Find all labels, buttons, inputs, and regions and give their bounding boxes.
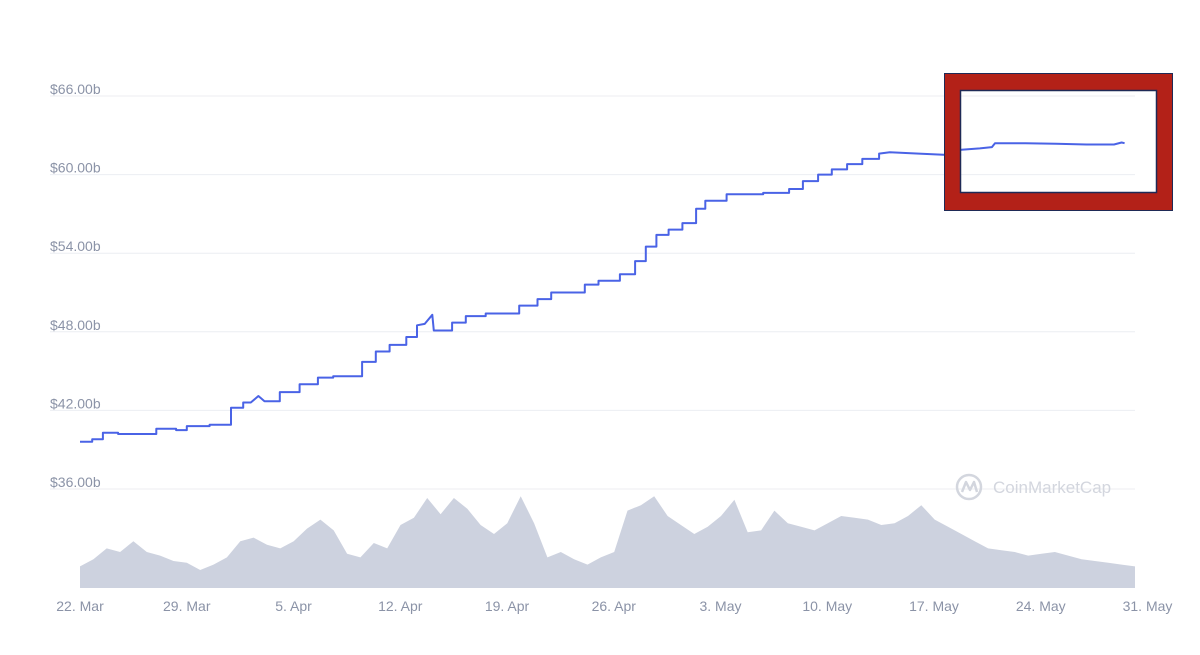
series-lines [80, 141, 1125, 443]
y-tick-label: $54.00b [50, 238, 101, 254]
volume-area [80, 496, 1135, 588]
y-axis-ticks: $36.00b $42.00b $48.00b $54.00b $60.00b $66.0… [50, 81, 101, 490]
x-tick-label: 5. Apr [275, 598, 312, 614]
x-tick-label: 22. Mar [56, 598, 104, 614]
highlight-frame [944, 73, 1173, 211]
watermark-text: CoinMarketCap [993, 478, 1111, 497]
x-tick-label: 17. May [909, 598, 959, 614]
x-tick-label: 26. Apr [592, 598, 637, 614]
highlight-inner-border [959, 89, 1158, 194]
volume-area-path [80, 496, 1135, 588]
coinmarketcap-logo-icon [955, 473, 983, 501]
x-tick-label: 10. May [802, 598, 852, 614]
highlight-outer-border [944, 73, 1173, 211]
y-tick-label: $36.00b [50, 474, 101, 490]
x-axis-ticks: 22. Mar 29. Mar 5. Apr 12. Apr 19. Apr 26. Ap… [56, 598, 1173, 614]
y-tick-label: $48.00b [50, 317, 101, 333]
x-tick-label: 3. May [699, 598, 741, 614]
x-tick-label: 12. Apr [378, 598, 423, 614]
x-tick-label: 24. May [1016, 598, 1066, 614]
x-tick-label: 29. Mar [163, 598, 211, 614]
y-tick-label: $42.00b [50, 395, 101, 411]
series-line [80, 141, 1125, 443]
x-tick-label: 31. May [1123, 598, 1173, 614]
y-tick-label: $60.00b [50, 160, 101, 176]
grid-lines [50, 95, 1135, 490]
x-tick-label: 19. Apr [485, 598, 530, 614]
y-tick-label: $66.00b [50, 81, 101, 97]
coinmarketcap-watermark: CoinMarketCap [955, 473, 1111, 501]
highlight-box [944, 73, 1173, 211]
